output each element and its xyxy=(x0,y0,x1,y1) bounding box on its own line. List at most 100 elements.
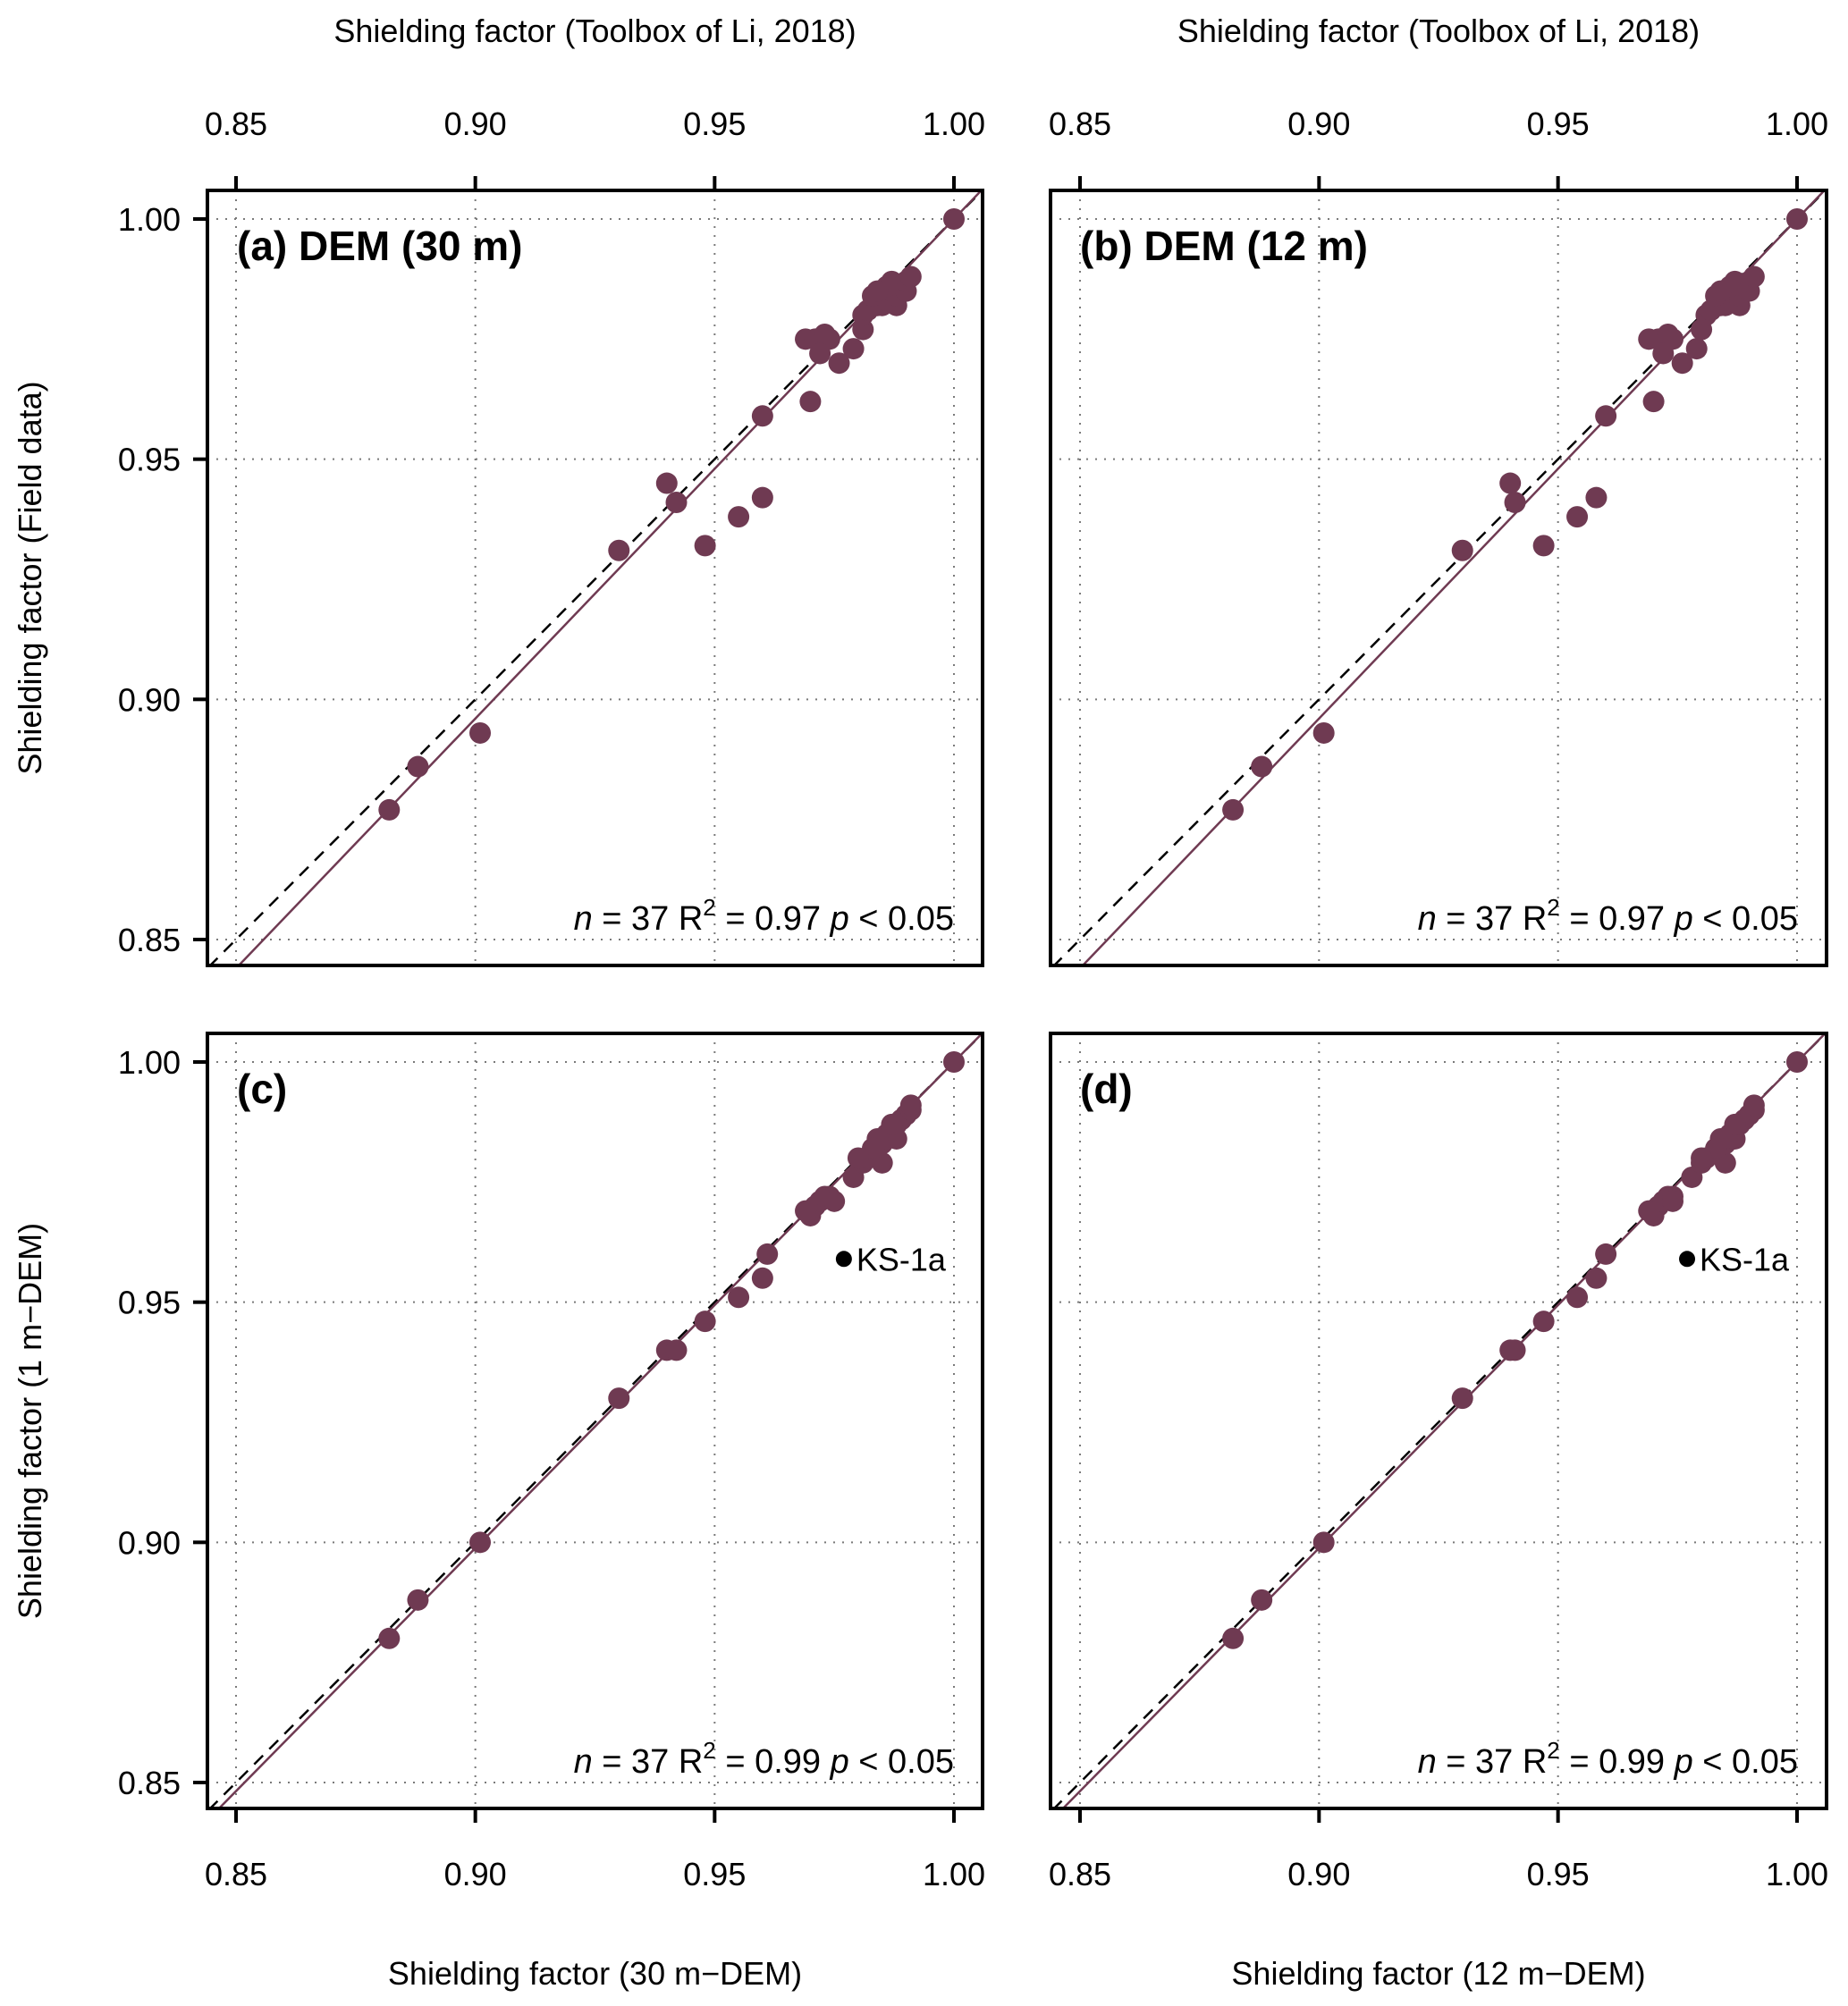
y-tick-label: 0.90 xyxy=(118,681,181,718)
one-to-one-line xyxy=(208,1033,983,1808)
regression-line xyxy=(217,1033,983,1808)
one-to-one-line xyxy=(208,190,983,965)
y-tick-label: 0.95 xyxy=(118,1285,181,1321)
regression-line xyxy=(1061,1033,1827,1808)
y-tick-label: 1.00 xyxy=(118,1044,181,1081)
data-point xyxy=(943,1051,965,1073)
data-point xyxy=(1595,405,1617,427)
data-point xyxy=(469,1531,492,1554)
data-point xyxy=(1671,352,1693,375)
one-to-one-line xyxy=(1052,190,1827,965)
x-tick-label: 0.90 xyxy=(1287,105,1350,142)
data-point xyxy=(378,798,401,821)
x-axis-label: Shielding factor (Toolbox of Li, 2018) xyxy=(333,13,856,49)
data-point xyxy=(847,1147,869,1169)
data-point xyxy=(728,1286,750,1309)
data-point xyxy=(1743,1094,1765,1117)
x-tick-label: 0.85 xyxy=(205,105,267,142)
data-point xyxy=(469,721,492,744)
panel-frame xyxy=(206,189,984,967)
stats-annotation: n = 37 R2 = 0.99 p < 0.05 xyxy=(1418,1737,1798,1781)
panel-frame xyxy=(206,1032,984,1810)
data-point xyxy=(1685,338,1708,360)
data-point xyxy=(1691,1147,1713,1169)
x-tick-label: 0.95 xyxy=(1527,1856,1590,1892)
data-point xyxy=(1532,1311,1555,1333)
y-axis-label: Shielding factor (Field data) xyxy=(12,381,48,774)
data-point xyxy=(1312,1531,1335,1554)
data-point xyxy=(665,492,688,514)
y-tick-label: 0.95 xyxy=(118,442,181,478)
data-point xyxy=(655,472,678,494)
data-point xyxy=(1709,280,1732,302)
annotation-marker xyxy=(1679,1251,1696,1268)
data-point xyxy=(694,1311,716,1333)
data-point xyxy=(407,755,429,778)
data-point xyxy=(608,1387,630,1410)
x-tick-label: 0.85 xyxy=(205,1856,267,1892)
data-point xyxy=(1251,755,1273,778)
data-point xyxy=(1638,1200,1660,1222)
panel-d: 0.85 0.90 0.95 1.00 Shielding factor (12 m−D… xyxy=(1049,1032,1828,1992)
regression-line xyxy=(237,190,983,965)
data-point xyxy=(1566,506,1589,528)
x-tick-label: 1.00 xyxy=(923,1856,985,1892)
y-tick-label: 1.00 xyxy=(118,201,181,238)
x-axis-label: Shielding factor (12 m−DEM) xyxy=(1231,1955,1645,1992)
data-point xyxy=(1585,486,1608,509)
data-point xyxy=(823,1190,846,1212)
data-point xyxy=(694,535,716,557)
data-point xyxy=(728,506,750,528)
x-tick-label: 0.90 xyxy=(444,105,507,142)
x-tick-label: 1.00 xyxy=(1766,105,1828,142)
data-point xyxy=(1724,1113,1746,1135)
panel-frame xyxy=(1049,189,1828,967)
one-to-one-line xyxy=(1052,1033,1827,1808)
panel-title: (a) DEM (30 m) xyxy=(237,223,522,269)
data-point xyxy=(665,1339,688,1361)
panel-title: (b) DEM (12 m) xyxy=(1080,223,1368,269)
panel-a: 0.85 0.90 0.95 1.00 0.85 0.90 0.95 1.00 Shieldin… xyxy=(12,13,985,967)
data-point xyxy=(751,486,773,509)
x-tick-label: 0.85 xyxy=(1049,1856,1111,1892)
x-tick-label: 1.00 xyxy=(1766,1856,1828,1892)
data-point xyxy=(1743,266,1765,288)
x-tick-label: 0.95 xyxy=(1527,105,1590,142)
data-point xyxy=(1652,342,1675,365)
data-point xyxy=(799,391,822,413)
data-point xyxy=(1451,1387,1473,1410)
data-point xyxy=(1642,391,1665,413)
stats-annotation: n = 37 R2 = 0.99 p < 0.05 xyxy=(574,1737,954,1781)
x-axis-label: Shielding factor (Toolbox of Li, 2018) xyxy=(1177,13,1700,49)
lines-group xyxy=(208,1033,983,1808)
data-point xyxy=(1532,535,1555,557)
data-point xyxy=(751,405,773,427)
lines-group xyxy=(1052,190,1827,965)
lines-group xyxy=(208,190,983,965)
annotation-label: KS-1a xyxy=(856,1241,947,1277)
data-point xyxy=(866,280,889,302)
x-tick-label: 0.95 xyxy=(683,105,746,142)
y-axis-label: Shielding factor (1 m−DEM) xyxy=(12,1223,48,1619)
x-tick-label: 0.95 xyxy=(683,1856,746,1892)
data-point xyxy=(751,1267,773,1289)
data-point xyxy=(1312,721,1335,744)
data-point xyxy=(795,1200,817,1222)
data-point xyxy=(608,539,630,561)
data-point xyxy=(1451,539,1473,561)
data-point xyxy=(1222,798,1245,821)
data-point xyxy=(1222,1627,1245,1649)
data-point xyxy=(842,338,865,360)
data-point xyxy=(756,1243,779,1265)
data-point xyxy=(1566,1286,1589,1309)
x-tick-label: 1.00 xyxy=(923,105,985,142)
panel-title: (c) xyxy=(237,1066,287,1112)
y-tick-label: 0.90 xyxy=(118,1524,181,1561)
data-point xyxy=(809,342,831,365)
data-point xyxy=(899,1094,922,1117)
stats-annotation: n = 37 R2 = 0.97 p < 0.05 xyxy=(574,894,954,938)
x-tick-label: 0.85 xyxy=(1049,105,1111,142)
panel-title: (d) xyxy=(1080,1066,1133,1112)
regression-line xyxy=(1081,190,1827,965)
